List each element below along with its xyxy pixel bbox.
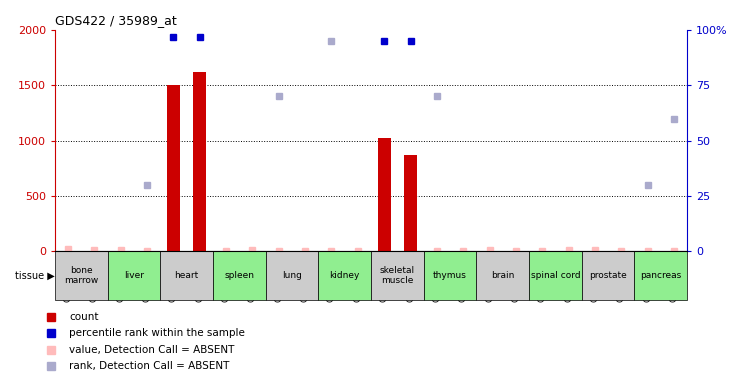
Text: lung: lung [282, 271, 302, 280]
Bar [107, 251, 160, 300]
Bar [265, 251, 318, 300]
Bar [378, 138, 391, 251]
Bar [193, 72, 206, 251]
Text: rank, Detection Call = ABSENT: rank, Detection Call = ABSENT [69, 361, 230, 371]
Text: kidney: kidney [330, 271, 360, 280]
Text: value, Detection Call = ABSENT: value, Detection Call = ABSENT [69, 345, 235, 354]
Text: percentile rank within the sample: percentile rank within the sample [69, 328, 246, 338]
Text: spleen: spleen [224, 271, 254, 280]
Text: tissue ▶: tissue ▶ [15, 271, 55, 280]
Text: skeletal
muscle: skeletal muscle [380, 266, 415, 285]
Text: bone
marrow: bone marrow [64, 266, 98, 285]
Text: thymus: thymus [433, 271, 467, 280]
Bar [424, 251, 477, 300]
Text: prostate: prostate [589, 271, 627, 280]
Bar [477, 251, 529, 300]
Text: GDS422 / 35989_at: GDS422 / 35989_at [55, 15, 177, 27]
Text: spinal cord: spinal cord [531, 271, 580, 280]
Bar [167, 86, 180, 251]
Bar [55, 251, 107, 300]
Bar [160, 251, 213, 300]
Text: pancreas: pancreas [640, 271, 681, 280]
Bar [371, 251, 424, 300]
Bar [404, 155, 417, 251]
Text: count: count [69, 312, 99, 321]
Bar [213, 251, 265, 300]
Bar [582, 251, 635, 300]
Bar [318, 251, 371, 300]
Text: brain: brain [491, 271, 515, 280]
Text: heart: heart [175, 271, 199, 280]
Bar [635, 251, 687, 300]
Bar [529, 251, 582, 300]
Text: liver: liver [124, 271, 144, 280]
